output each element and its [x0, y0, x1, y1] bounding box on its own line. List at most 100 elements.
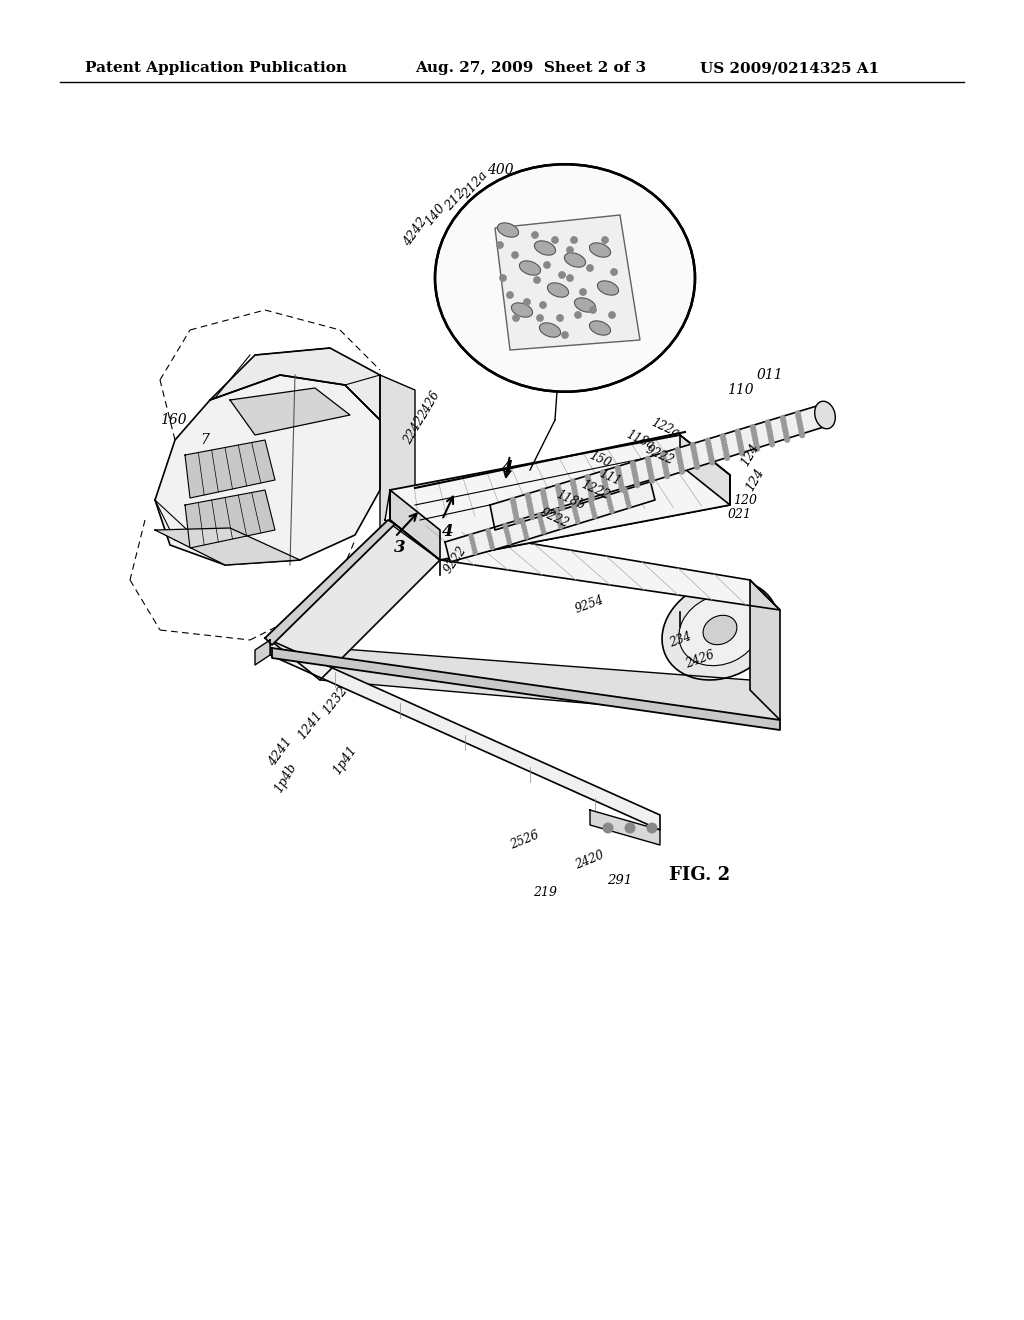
Polygon shape: [155, 528, 300, 565]
Circle shape: [660, 454, 667, 461]
Polygon shape: [390, 490, 440, 560]
Circle shape: [570, 236, 578, 243]
Circle shape: [768, 432, 773, 438]
Circle shape: [677, 457, 682, 462]
Circle shape: [588, 498, 593, 502]
Circle shape: [507, 540, 512, 545]
Circle shape: [738, 447, 744, 453]
Circle shape: [556, 515, 560, 519]
Circle shape: [503, 523, 508, 528]
Circle shape: [573, 512, 579, 517]
Circle shape: [660, 451, 666, 457]
Circle shape: [486, 532, 492, 537]
Circle shape: [780, 418, 786, 424]
Ellipse shape: [435, 164, 695, 392]
Circle shape: [541, 527, 545, 531]
Circle shape: [737, 441, 743, 447]
Circle shape: [527, 502, 532, 507]
Circle shape: [571, 484, 577, 491]
Circle shape: [690, 446, 696, 451]
Circle shape: [604, 491, 610, 498]
Text: 2420: 2420: [573, 849, 606, 871]
Polygon shape: [255, 640, 270, 665]
Circle shape: [795, 411, 801, 416]
Circle shape: [520, 521, 525, 527]
Circle shape: [766, 426, 772, 432]
Text: 122a: 122a: [649, 416, 681, 440]
Circle shape: [797, 420, 803, 425]
Circle shape: [603, 486, 608, 491]
Circle shape: [664, 470, 670, 475]
Circle shape: [721, 437, 726, 442]
Circle shape: [692, 451, 697, 457]
Text: 400: 400: [486, 162, 513, 177]
Circle shape: [631, 463, 636, 470]
Circle shape: [487, 535, 493, 540]
Circle shape: [664, 467, 669, 473]
Circle shape: [488, 539, 494, 544]
Circle shape: [750, 424, 756, 430]
Circle shape: [544, 261, 551, 268]
Polygon shape: [265, 520, 395, 645]
Circle shape: [590, 504, 595, 510]
Circle shape: [627, 504, 632, 508]
Circle shape: [588, 490, 594, 495]
Text: Patent Application Publication: Patent Application Publication: [85, 61, 347, 75]
Circle shape: [633, 473, 638, 479]
Circle shape: [488, 541, 494, 546]
Circle shape: [510, 496, 516, 503]
Circle shape: [537, 512, 542, 517]
Circle shape: [527, 504, 534, 511]
Ellipse shape: [597, 281, 618, 296]
Circle shape: [574, 312, 582, 318]
Circle shape: [541, 491, 546, 496]
Circle shape: [570, 482, 577, 487]
Circle shape: [738, 445, 743, 450]
Text: 2426: 2426: [417, 389, 443, 421]
Circle shape: [765, 420, 771, 425]
Text: FIG. 2: FIG. 2: [670, 866, 730, 884]
Circle shape: [571, 503, 577, 507]
Circle shape: [753, 440, 759, 445]
Circle shape: [665, 474, 670, 479]
Circle shape: [679, 469, 685, 474]
Circle shape: [555, 511, 560, 516]
Circle shape: [473, 550, 478, 556]
Circle shape: [539, 519, 544, 524]
Circle shape: [691, 449, 697, 454]
Circle shape: [573, 498, 580, 503]
Circle shape: [573, 495, 579, 500]
Circle shape: [538, 516, 543, 521]
Circle shape: [506, 536, 511, 541]
Polygon shape: [380, 375, 415, 535]
Circle shape: [485, 528, 490, 533]
Circle shape: [505, 533, 510, 539]
Circle shape: [520, 517, 524, 523]
Ellipse shape: [590, 243, 610, 257]
Circle shape: [543, 503, 549, 510]
Ellipse shape: [590, 321, 610, 335]
Circle shape: [552, 236, 558, 243]
Circle shape: [708, 450, 713, 455]
Circle shape: [592, 513, 597, 519]
Circle shape: [624, 494, 629, 499]
Circle shape: [523, 298, 530, 305]
Text: 124: 124: [738, 441, 762, 469]
Circle shape: [800, 433, 805, 438]
Circle shape: [707, 444, 712, 450]
Circle shape: [469, 537, 474, 541]
Circle shape: [580, 289, 587, 296]
Text: 212: 212: [442, 186, 468, 214]
Circle shape: [737, 438, 742, 444]
Circle shape: [588, 487, 593, 492]
Circle shape: [735, 429, 740, 434]
Circle shape: [601, 473, 606, 478]
Circle shape: [470, 540, 475, 545]
Circle shape: [559, 506, 565, 511]
Circle shape: [571, 488, 578, 494]
Circle shape: [634, 479, 639, 484]
Circle shape: [635, 482, 640, 488]
Circle shape: [534, 276, 541, 284]
Circle shape: [608, 506, 613, 511]
Circle shape: [620, 487, 625, 492]
